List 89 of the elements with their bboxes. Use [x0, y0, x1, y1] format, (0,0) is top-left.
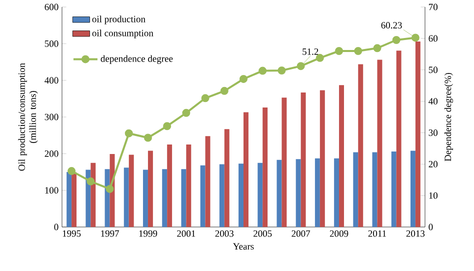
point [144, 134, 152, 142]
x-tick-label: 2001 [177, 230, 196, 237]
bar [224, 129, 230, 227]
bar [66, 172, 72, 227]
bar [258, 162, 263, 227]
bar [334, 158, 340, 227]
bar [72, 172, 77, 227]
point [278, 66, 286, 74]
legend-label: oil production [92, 16, 146, 24]
bar [372, 152, 378, 227]
x-tick-label: 2013 [406, 230, 425, 237]
x-tick-label: 2005 [254, 230, 272, 237]
point [373, 44, 382, 52]
bar [396, 50, 402, 227]
x-tick-label: 1997 [101, 230, 119, 237]
y-tick-label: 300 [44, 114, 58, 120]
bar [410, 150, 416, 227]
bar [276, 160, 282, 227]
bar [282, 98, 287, 227]
bar [148, 150, 153, 227]
point [411, 34, 420, 42]
point [124, 129, 133, 138]
bar [238, 164, 244, 227]
y2-tick-label: 60 [428, 35, 438, 42]
x-axis-title: Years [233, 243, 254, 250]
y-tick-label: 500 [44, 40, 58, 47]
bar [181, 169, 186, 227]
bar [320, 90, 325, 227]
y2-tick-label: 0 [428, 224, 433, 230]
legend-label: oil consumption [92, 30, 154, 38]
y2-tick-label: 40 [428, 98, 438, 104]
y2-tick-label: 10 [429, 192, 438, 199]
y-tick-label: 200 [44, 150, 58, 157]
point [106, 184, 114, 193]
bar [167, 144, 172, 227]
bar [104, 169, 110, 227]
point [182, 108, 190, 117]
point [296, 62, 305, 70]
bar [339, 85, 344, 227]
y2-tick-label: 50 [428, 66, 438, 74]
point [354, 47, 362, 55]
x-tick-label: 2007 [292, 230, 310, 237]
bar [353, 152, 358, 227]
point [201, 94, 210, 102]
bar [377, 60, 382, 227]
bar [415, 41, 420, 227]
y2-axis-title: Dependence degree(%) [444, 72, 454, 162]
point [258, 66, 267, 75]
y-tick-label: 100 [45, 187, 58, 194]
bar [186, 144, 192, 227]
x-tick-label: 2011 [368, 230, 386, 237]
bar [391, 151, 396, 227]
bar [219, 164, 224, 227]
bar [296, 159, 301, 227]
x-tick-label: 1999 [139, 230, 158, 237]
y-tick-label: 0 [54, 224, 58, 230]
bar [300, 92, 306, 227]
bar [143, 170, 148, 227]
bar [244, 112, 248, 227]
x-tick-label: 2003 [215, 230, 234, 237]
data-label: 60.23 [381, 22, 402, 29]
y-tick-label: 400 [44, 77, 58, 84]
bar [358, 64, 364, 227]
bar [314, 158, 320, 227]
point [220, 86, 228, 95]
y2-tick-label: 20 [428, 160, 438, 168]
point [316, 54, 324, 62]
y-axis-title: Oil production/consumption (million tons) [18, 63, 38, 171]
x-tick-label: 1995 [62, 230, 81, 237]
y2-tick-label: 70 [428, 4, 438, 10]
point [163, 122, 172, 130]
point [86, 177, 95, 186]
bar [128, 154, 134, 227]
bar [90, 162, 96, 227]
y-tick-label: 600 [44, 4, 58, 10]
point [68, 167, 76, 176]
bar [86, 170, 91, 227]
bar [262, 107, 268, 227]
legend-label: dependence degree [100, 55, 173, 64]
data-label: 51.2 [302, 48, 318, 55]
point [335, 47, 344, 55]
bar [124, 168, 129, 227]
x-tick-label: 2009 [330, 230, 348, 237]
y2-tick-label: 30 [428, 130, 438, 136]
bar [200, 165, 206, 227]
point [240, 74, 248, 83]
bar [162, 169, 168, 227]
point [392, 36, 400, 44]
bar [205, 136, 210, 227]
